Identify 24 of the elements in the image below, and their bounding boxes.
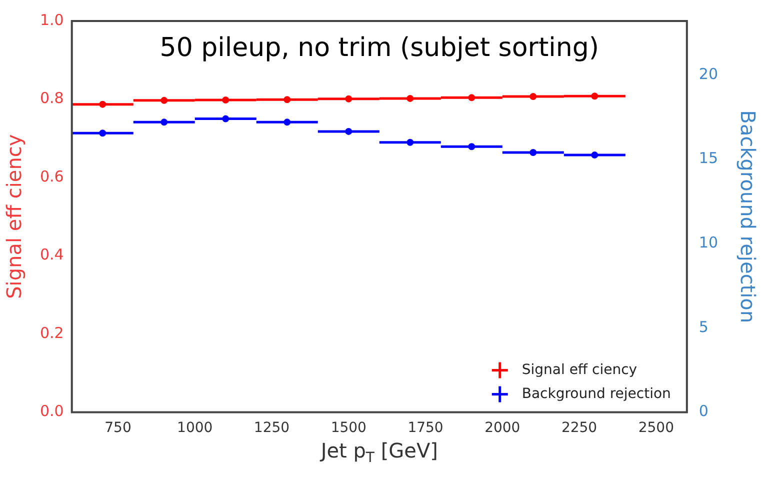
y-axis-title: Signal eff ciency: [2, 134, 26, 299]
y2-axis-title: Background rejection: [736, 110, 760, 324]
x-tick-label: 2500: [638, 420, 674, 436]
x-tick-label: 2000: [484, 420, 520, 436]
y2-tick-label: 0: [698, 402, 708, 420]
y-tick-label: 0.8: [40, 89, 64, 108]
x-tick-label: 1250: [254, 420, 290, 436]
y2-tick-label: 5: [698, 318, 708, 336]
legend-label: Background rejection: [522, 386, 671, 402]
x-tick-label: 1000: [177, 420, 213, 436]
x-tick-label: 2250: [561, 420, 598, 436]
text: 50 pileup, no trim (subjet sorting): [160, 32, 599, 63]
y2-tick-label: 20: [698, 64, 718, 83]
x-tick-label: 1500: [330, 420, 366, 436]
y2-tick-label: 15: [698, 149, 718, 168]
y-tick-label: 0.4: [40, 246, 64, 264]
y-tick-label: 0.6: [40, 167, 64, 186]
y-tick-label: 1.0: [40, 10, 64, 29]
y-tick-label: 0.0: [40, 402, 64, 420]
legend-label: Signal eff ciency: [522, 362, 638, 378]
x-tick-label: 750: [104, 420, 132, 436]
x-tick-label: 1750: [408, 420, 444, 436]
y2-tick-label: 10: [698, 233, 718, 252]
y-tick-label: 0.2: [40, 324, 64, 342]
